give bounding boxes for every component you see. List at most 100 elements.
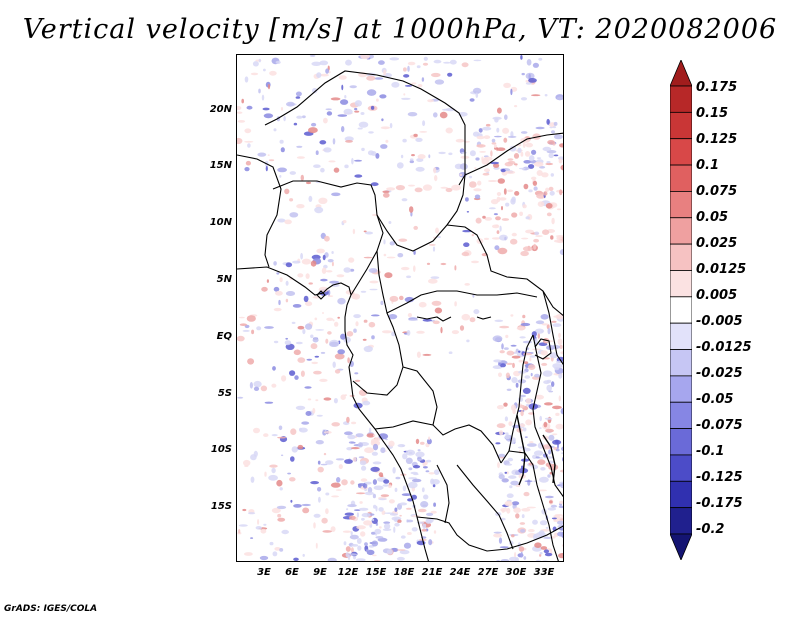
velocity-speckle (358, 456, 365, 459)
velocity-speckle (416, 351, 421, 358)
velocity-speckle (244, 465, 249, 467)
colorbar-swatch (670, 164, 692, 192)
velocity-speckle (443, 61, 451, 64)
velocity-speckle (538, 57, 543, 61)
velocity-speckle (283, 115, 286, 122)
velocity-speckle (559, 344, 563, 349)
velocity-speckle (389, 57, 400, 61)
velocity-speckle (347, 357, 350, 364)
velocity-speckle (321, 517, 328, 524)
velocity-speckle (394, 522, 400, 527)
velocity-speckle (357, 545, 362, 551)
colorbar-label: -0.175 (696, 496, 743, 511)
colorbar-swatch (670, 217, 692, 245)
velocity-speckle (520, 97, 528, 101)
velocity-speckle (540, 546, 548, 550)
velocity-speckle (546, 118, 550, 125)
colorbar-swatch (670, 507, 692, 535)
velocity-speckle (511, 232, 517, 237)
velocity-speckle (300, 370, 305, 377)
velocity-speckle (343, 108, 353, 115)
velocity-speckle (422, 184, 433, 191)
velocity-speckle (381, 330, 392, 334)
velocity-speckle (499, 546, 509, 549)
velocity-speckle (511, 501, 520, 506)
velocity-speckle (515, 513, 520, 519)
velocity-speckle (244, 128, 252, 134)
velocity-speckle (529, 441, 534, 444)
velocity-speckle (269, 70, 277, 76)
velocity-speckle (349, 395, 355, 397)
velocity-speckle (305, 411, 312, 416)
velocity-speckle (528, 155, 535, 162)
velocity-speckle (542, 146, 552, 152)
velocity-speckle (475, 92, 479, 98)
velocity-speckle (425, 518, 432, 524)
velocity-speckle (555, 448, 560, 452)
velocity-speckle (510, 344, 517, 347)
velocity-speckle (271, 434, 278, 437)
velocity-speckle (401, 198, 408, 202)
velocity-speckle (491, 237, 501, 240)
velocity-speckle (534, 373, 540, 378)
velocity-speckle (419, 131, 428, 133)
velocity-speckle (319, 60, 329, 66)
velocity-speckle (528, 189, 533, 193)
velocity-speckle (528, 73, 531, 80)
velocity-speckle (464, 283, 470, 286)
velocity-speckle (337, 349, 345, 355)
velocity-speckle (267, 83, 271, 90)
velocity-speckle (335, 458, 345, 461)
velocity-speckle (463, 242, 470, 247)
velocity-speckle (260, 528, 267, 534)
velocity-speckle (366, 75, 376, 81)
velocity-speckle (347, 554, 351, 561)
velocity-speckle (354, 110, 360, 113)
velocity-speckle (557, 531, 563, 537)
velocity-speckle (274, 547, 281, 551)
velocity-speckle (368, 131, 374, 134)
lat-tick-label: 20N (209, 104, 232, 115)
velocity-speckle (506, 471, 509, 475)
velocity-speckle (338, 75, 347, 80)
velocity-speckle (351, 157, 354, 165)
velocity-speckle (332, 361, 336, 368)
velocity-speckle (406, 275, 412, 279)
velocity-speckle (373, 485, 384, 491)
velocity-speckle (439, 111, 448, 119)
velocity-speckle (547, 327, 551, 335)
velocity-speckle (525, 82, 532, 85)
velocity-speckle (329, 280, 340, 284)
velocity-speckle (511, 212, 518, 218)
velocity-speckle (511, 196, 516, 203)
velocity-speckle (525, 216, 530, 220)
velocity-speckle (311, 122, 317, 127)
velocity-speckle (289, 198, 294, 202)
velocity-speckle (310, 260, 317, 267)
velocity-speckle (302, 115, 306, 119)
velocity-speckle (263, 523, 267, 526)
velocity-speckle (539, 166, 546, 169)
velocity-speckle (492, 365, 503, 369)
velocity-speckle (354, 372, 359, 375)
velocity-speckle (396, 549, 406, 551)
velocity-speckle (285, 298, 289, 303)
velocity-speckle (469, 98, 475, 102)
velocity-speckle (247, 143, 251, 148)
velocity-speckle (289, 370, 296, 376)
velocity-speckle (417, 449, 421, 452)
velocity-speckle (345, 546, 351, 552)
velocity-speckle (362, 400, 371, 406)
velocity-speckle (267, 154, 270, 156)
velocity-speckle (320, 463, 328, 466)
velocity-speckle (522, 204, 527, 209)
velocity-speckle (257, 519, 260, 525)
velocity-speckle (376, 98, 379, 102)
colorbar-label: 0.025 (696, 236, 738, 251)
lake-2 (542, 434, 556, 484)
velocity-speckle (497, 462, 500, 469)
velocity-speckle (285, 291, 296, 296)
velocity-speckle (549, 190, 555, 196)
velocity-speckle (548, 152, 554, 159)
lake-1 (516, 414, 526, 486)
